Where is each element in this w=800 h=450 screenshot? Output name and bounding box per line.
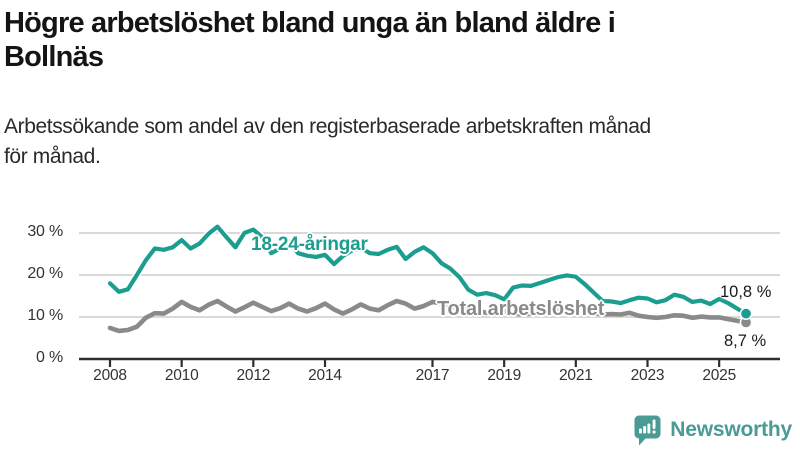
page-subtitle-line2: för månad.: [4, 145, 101, 168]
line-total-arbetsloshet: [107, 298, 749, 334]
page-title: Högre arbetslöshet bland unga än bland ä…: [4, 6, 796, 74]
series-label-young: 18-24-åringar: [251, 234, 368, 255]
page-title-line2: Bollnäs: [4, 41, 104, 73]
page-title-line1: Högre arbetslöshet bland unga än bland ä…: [4, 7, 616, 39]
x-axis-tick-label: 2021: [558, 367, 593, 384]
page-subtitle: Arbetssökande som andel av den registerb…: [4, 112, 798, 172]
newsworthy-logo[interactable]: Newsworthy: [632, 413, 792, 447]
y-axis-tick-label: 20 %: [27, 265, 63, 282]
end-value-label-young: 10,8 %: [720, 283, 772, 301]
y-axis-tick-label: 30 %: [27, 223, 63, 240]
line-18-24-aringar: [107, 224, 749, 316]
x-axis-tick-label: 2019: [487, 367, 521, 384]
series-label-total: Total arbetslöshet: [437, 298, 605, 320]
newsworthy-bubble-chart-icon: [634, 415, 661, 445]
x-axis-tick-label: 2025: [702, 367, 736, 384]
x-axis-tick-label: 2017: [415, 367, 450, 384]
end-value-label-total: 8,7 %: [724, 332, 767, 350]
page-subtitle-line1: Arbetssökande som andel av den registerb…: [4, 115, 651, 138]
x-axis-tick-label: 2008: [93, 367, 127, 384]
end-dot-young: [739, 307, 753, 320]
y-axis-tick-label: 0 %: [36, 349, 63, 366]
x-axis-tick-label: 2014: [308, 367, 342, 384]
x-axis-tick-label: 2023: [630, 367, 665, 384]
y-axis-tick-label: 10 %: [27, 307, 63, 324]
x-axis-tick-label: 2012: [236, 367, 271, 384]
x-axis-tick-label: 2010: [164, 367, 199, 384]
newsworthy-wordmark: Newsworthy: [670, 418, 792, 441]
